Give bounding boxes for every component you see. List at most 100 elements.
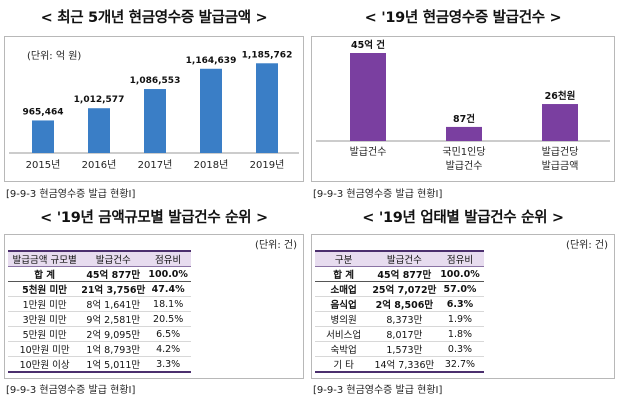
cell-label: 10만원 미만 xyxy=(8,341,82,357)
table-row: 10만원 이상 1억 5,011만 3.3% xyxy=(8,356,192,373)
x-tick-label: 발급건수 xyxy=(446,160,483,172)
table-row: 병의원 8,373만 1.9% xyxy=(315,311,484,327)
column-header: 발급건수 xyxy=(81,250,146,267)
x-tick-label: 2017년 xyxy=(138,159,173,171)
data-label: 1,164,639 xyxy=(186,56,237,66)
cell-count: 2억 9,095만 xyxy=(81,326,146,342)
cell-share: 32.7% xyxy=(436,356,484,373)
panel-title: < '19년 업태별 발급건수 순위 > xyxy=(362,210,564,226)
panel-title: < '19년 금액규모별 발급건수 순위 > xyxy=(40,210,268,226)
table-row: 합 계 45억 877만 100.0% xyxy=(8,266,192,282)
source-note: [9-9-3 현금영수증 발급 현황Ⅰ] xyxy=(313,189,443,200)
table-row: 소매업 25억 7,072만 57.0% xyxy=(315,281,484,297)
cell-count: 1,573만 xyxy=(372,341,437,357)
cell-count: 8,373만 xyxy=(372,311,437,327)
cell-count: 9억 2,581만 xyxy=(81,311,146,327)
column-header: 발급금액 규모별 xyxy=(8,250,82,267)
table-row: 10만원 미만 1억 8,793만 4.2% xyxy=(8,341,192,357)
x-tick-label: 발급건당 xyxy=(542,146,579,158)
cell-share: 0.3% xyxy=(436,341,484,357)
x-tick-label: 2016년 xyxy=(82,159,117,171)
cell-label: 10만원 이상 xyxy=(8,356,82,373)
x-tick-label: 2018년 xyxy=(194,159,229,171)
data-label: 1,185,762 xyxy=(242,50,293,60)
table-row: 1만원 미만 8억 1,641만 18.1% xyxy=(8,296,192,312)
cell-share: 100.0% xyxy=(145,266,192,282)
cell-share: 4.2% xyxy=(145,341,192,357)
source-note: [9-9-3 현금영수증 발급 현황Ⅰ] xyxy=(6,385,136,396)
cell-share: 100.0% xyxy=(436,266,484,282)
chart-box: (단위: 억 원) 965,464 2015년 1,012,577 2016년 1,086… xyxy=(4,36,304,182)
cell-count: 1억 8,793만 xyxy=(81,341,146,357)
x-tick-label: 발급건수 xyxy=(350,146,387,158)
data-label: 26천원 xyxy=(545,90,576,102)
panel-amount-range-table: < '19년 금액규모별 발급건수 순위 > (단위: 건) 발급금액 규모별 … xyxy=(4,204,304,398)
data-label: 87건 xyxy=(453,113,475,125)
column-header: 점유비 xyxy=(145,250,192,267)
cell-share: 3.3% xyxy=(145,356,192,373)
bar xyxy=(32,120,54,153)
column-header: 구분 xyxy=(315,250,373,267)
table-row: 음식업 2억 8,506만 6.3% xyxy=(315,296,484,312)
bar xyxy=(88,108,110,153)
cell-label: 숙박업 xyxy=(315,341,373,357)
bar xyxy=(542,104,578,141)
unit-label: (단위: 건) xyxy=(566,240,608,251)
cell-count: 14억 7,336만 xyxy=(372,356,437,373)
cell-count: 1억 5,011만 xyxy=(81,356,146,373)
panel-title: < 최근 5개년 현금영수증 발급금액 > xyxy=(40,10,268,26)
cell-count: 2억 8,506만 xyxy=(372,296,437,312)
data-label: 965,464 xyxy=(23,107,64,117)
table-box: (단위: 건) 발급금액 규모별 발급건수 점유비 합 계 45억 877만 100… xyxy=(4,234,304,379)
cell-count: 25억 7,072만 xyxy=(372,281,437,297)
source-note: [9-9-3 현금영수증 발급 현황Ⅰ] xyxy=(6,189,136,200)
table-row: 기 타 14억 7,336만 32.7% xyxy=(315,356,484,373)
data-label: 1,086,553 xyxy=(130,76,181,86)
cell-count: 45억 877만 xyxy=(81,266,146,282)
unit-label: (단위: 건) xyxy=(255,240,297,251)
cell-count: 45억 877만 xyxy=(372,266,437,282)
bar xyxy=(144,89,166,153)
x-tick-label: 2015년 xyxy=(26,159,61,171)
column-header: 점유비 xyxy=(436,250,484,267)
cell-label: 1만원 미만 xyxy=(8,296,82,312)
cell-label: 기 타 xyxy=(315,356,373,373)
panel-title: < '19년 현금영수증 발급건수 > xyxy=(364,10,562,26)
cell-count: 8,017만 xyxy=(372,326,437,342)
cell-label: 3만원 미만 xyxy=(8,311,82,327)
x-tick-label: 국민1인당 xyxy=(442,146,485,158)
table-row: 숙박업 1,573만 0.3% xyxy=(315,341,484,357)
data-label: 45억 건 xyxy=(351,39,385,51)
source-note: [9-9-3 현금영수증 발급 현황Ⅰ] xyxy=(313,385,443,396)
cell-share: 20.5% xyxy=(145,311,192,327)
chart-box: 45억 건 발급건수 87건 국민1인당 발급건수 26천원 발급건당 발급금액 xyxy=(311,36,615,182)
cell-share: 47.4% xyxy=(145,281,192,297)
table-row: 5천원 미만 21억 3,756만 47.4% xyxy=(8,281,192,297)
cell-label: 소매업 xyxy=(315,281,373,297)
x-tick-label: 2019년 xyxy=(250,159,285,171)
table-row: 서비스업 8,017만 1.8% xyxy=(315,326,484,342)
panel-amount-5yr: < 최근 5개년 현금영수증 발급금액 > (단위: 억 원) 965,464 20… xyxy=(4,4,304,200)
cell-share: 1.8% xyxy=(436,326,484,342)
cell-label: 합 계 xyxy=(8,266,82,282)
bar xyxy=(256,63,278,153)
table-box: (단위: 건) 구분 발급건수 점유비 합 계 45억 877만 100.0% 소매업… xyxy=(311,234,615,379)
cell-count: 21억 3,756만 xyxy=(81,281,146,297)
table-row: 3만원 미만 9억 2,581만 20.5% xyxy=(8,311,192,327)
bar xyxy=(446,126,482,141)
business-type-table: 구분 발급건수 점유비 합 계 45억 877만 100.0% 소매업 25억 7,07… xyxy=(315,250,484,373)
cell-label: 합 계 xyxy=(315,266,373,282)
bar xyxy=(350,53,386,141)
column-header: 발급건수 xyxy=(372,250,437,267)
bar xyxy=(200,68,222,153)
cell-share: 6.5% xyxy=(145,326,192,342)
cell-label: 서비스업 xyxy=(315,326,373,342)
cell-label: 5천원 미만 xyxy=(8,281,82,297)
cell-share: 18.1% xyxy=(145,296,192,312)
unit-label: (단위: 억 원) xyxy=(27,49,81,62)
cell-label: 병의원 xyxy=(315,311,373,327)
cell-share: 1.9% xyxy=(436,311,484,327)
panel-business-type-table: < '19년 업태별 발급건수 순위 > (단위: 건) 구분 발급건수 점유비… xyxy=(311,204,615,398)
cell-label: 음식업 xyxy=(315,296,373,312)
